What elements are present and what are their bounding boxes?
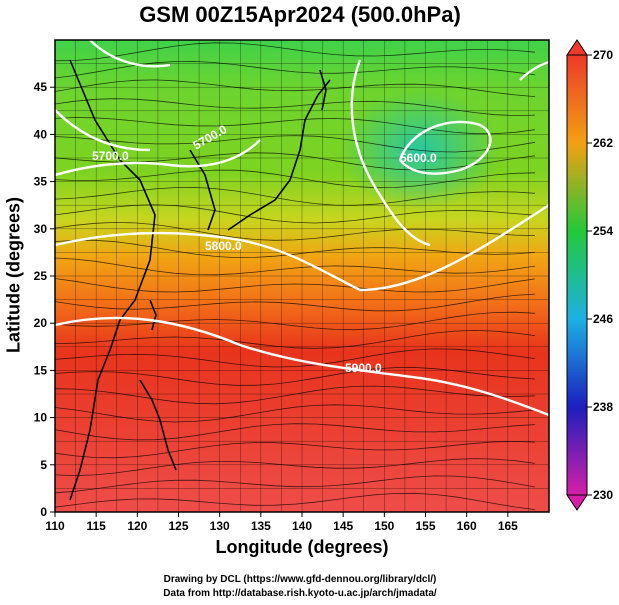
streamline — [55, 404, 536, 423]
streamline — [55, 169, 536, 189]
geopotential-contours — [55, 40, 549, 417]
streamline — [55, 278, 536, 293]
streamline — [55, 221, 536, 241]
contour-5600 — [55, 109, 151, 152]
coastline-korea — [189, 149, 216, 231]
contour-5800 — [55, 203, 549, 292]
colorbar-ticks: 230 238 246 254 262 270 — [587, 48, 613, 502]
contour-5700-west — [55, 139, 261, 177]
x-tick-label: 165 — [498, 519, 518, 533]
contour-5700-east — [350, 59, 431, 247]
x-axis-label: Longitude (degrees) — [215, 537, 389, 557]
colorbar-tick-label: 254 — [593, 224, 613, 238]
streamline — [55, 239, 536, 259]
coastline-taiwan — [149, 299, 157, 331]
x-tick-label: 130 — [210, 519, 230, 533]
streamline — [55, 152, 536, 171]
colorbar-bottom-arrow — [566, 494, 588, 511]
streamline — [55, 348, 536, 368]
y-tick-label: 35 — [34, 175, 48, 189]
y-axis-label: Latitude (degrees) — [3, 196, 24, 354]
colorbar-tick-label: 238 — [593, 400, 613, 414]
y-axis-ticks: 0 5 10 15 20 25 30 35 40 45 — [34, 80, 55, 519]
colorbar-tick-label: 270 — [593, 48, 613, 62]
y-tick-label: 5 — [40, 458, 47, 472]
coastline-philippines — [139, 379, 177, 471]
colorbar-top-arrow — [566, 39, 588, 56]
x-tick-label: 125 — [168, 519, 188, 533]
streamline — [55, 492, 536, 510]
streamline — [55, 204, 536, 224]
streamline — [55, 135, 536, 153]
x-tick-label: 110 — [45, 519, 65, 533]
streamline — [55, 42, 536, 62]
colorbar-tick-label: 262 — [593, 136, 613, 150]
x-tick-label: 145 — [333, 519, 353, 533]
contour-5900 — [55, 316, 549, 417]
plot-area: 5900.0 5700.0 5700.0 5600.0 5800.0 — [55, 40, 549, 512]
streamline — [55, 79, 536, 97]
streamline — [55, 257, 536, 276]
y-tick-label: 20 — [34, 316, 48, 330]
x-axis-ticks: 110 115 120 125 130 135 140 145 150 155 160 165 — [45, 512, 518, 533]
x-tick-label: 160 — [457, 519, 477, 533]
contour-5500-loop — [398, 120, 492, 175]
contour-label: 5600.0 — [400, 151, 437, 165]
wind-streamlines — [55, 42, 536, 510]
y-tick-label: 30 — [34, 222, 48, 236]
credit-line-2: Data from http://database.rish.kyoto-u.a… — [163, 588, 437, 599]
coastlines — [69, 59, 331, 501]
y-tick-label: 40 — [34, 127, 48, 141]
coastline-japan — [227, 79, 331, 231]
streamline — [55, 475, 536, 494]
streamline — [55, 458, 536, 477]
streamline — [55, 329, 536, 349]
contour-label: 5900.0 — [345, 361, 382, 375]
streamline — [55, 186, 536, 206]
streamline — [55, 440, 536, 459]
colorbar: 230 238 246 254 262 270 — [566, 39, 613, 511]
contour-upper-right — [519, 60, 549, 81]
streamline — [55, 60, 536, 79]
coastline-asia — [69, 59, 156, 501]
streamline — [55, 117, 536, 135]
y-tick-label: 45 — [34, 80, 48, 94]
streamline — [55, 423, 536, 441]
x-tick-label: 135 — [251, 519, 271, 533]
y-tick-label: 10 — [34, 411, 48, 425]
chart-title: GSM 00Z15Apr2024 (500.0hPa) — [139, 2, 461, 27]
x-tick-label: 155 — [415, 519, 435, 533]
x-tick-label: 115 — [86, 519, 106, 533]
streamline — [55, 293, 536, 312]
colorbar-tick-label: 230 — [593, 488, 613, 502]
y-tick-label: 0 — [40, 505, 47, 519]
credit-line-1: Drawing by DCL (https://www.gfd-dennou.o… — [163, 574, 437, 585]
streamline — [55, 367, 536, 386]
contour-label: 5800.0 — [205, 239, 242, 253]
streamline — [55, 385, 536, 405]
contour-label: 5700.0 — [92, 149, 129, 163]
lat-lon-grid — [55, 40, 549, 512]
y-tick-label: 15 — [34, 363, 48, 377]
x-tick-label: 150 — [374, 519, 394, 533]
colorbar-tick-label: 246 — [593, 312, 613, 326]
colorbar-gradient — [566, 54, 588, 496]
y-tick-label: 25 — [34, 269, 48, 283]
contour-upper-left — [89, 40, 171, 68]
x-tick-label: 120 — [127, 519, 147, 533]
streamline — [55, 98, 536, 117]
coastline-sakhalin — [319, 69, 327, 111]
x-tick-label: 140 — [292, 519, 312, 533]
